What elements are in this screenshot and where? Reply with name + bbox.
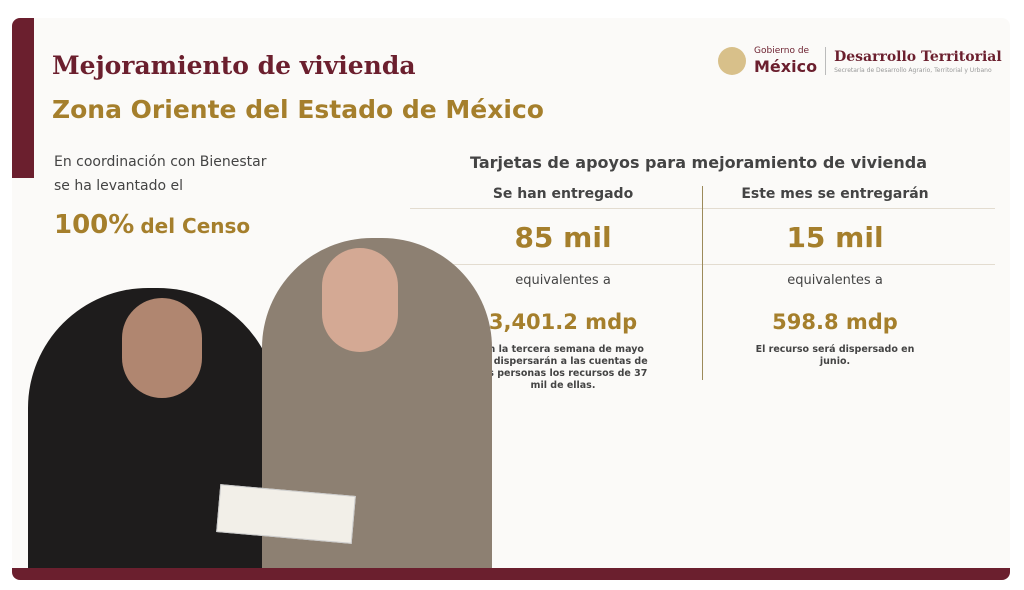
face: [122, 298, 202, 398]
cards-heading: Tarjetas de apoyos para mejoramiento de …: [470, 153, 928, 172]
censo-label: del Censo: [140, 214, 251, 238]
seal-icon: [718, 47, 746, 75]
coordination-text: En coordinación con Bienestar se ha levan…: [54, 150, 267, 198]
censo-stat: 100% del Censo: [54, 208, 250, 245]
column-number: 15 mil: [786, 221, 884, 254]
delivered-column: Se han entregado 85 mil equivalentes a 3…: [428, 184, 698, 392]
column-divider: [702, 186, 703, 380]
column-label: Este mes se entregarán: [741, 186, 929, 202]
slide: Mejoramiento de vivienda Zona Oriente de…: [12, 18, 1010, 580]
upcoming-column: Este mes se entregarán 15 mil equivalent…: [700, 184, 970, 368]
column-equiv: equivalentes a: [515, 273, 611, 288]
gobierno-logo: Gobierno de México Desarrollo Territorial…: [718, 46, 1002, 76]
logo-line2: México: [754, 57, 818, 76]
censo-percent: 100%: [54, 210, 135, 240]
column-amount: 3,401.2 mdp: [488, 310, 638, 334]
coord-line1: En coordinación con Bienestar: [54, 154, 267, 170]
slide-title: Mejoramiento de vivienda: [52, 51, 416, 80]
dept-name: Desarrollo Territorial: [834, 48, 1002, 65]
photo: [22, 228, 492, 570]
logo-divider: [825, 47, 827, 75]
column-amount: 598.8 mdp: [772, 310, 898, 334]
bottom-bar: [12, 568, 1010, 580]
slide-subtitle: Zona Oriente del Estado de México: [52, 95, 544, 124]
column-number: 85 mil: [514, 221, 612, 254]
logo-line1: Gobierno de: [754, 46, 810, 56]
column-note: En la tercera semana de mayo se dispersa…: [478, 344, 648, 391]
dept-sub: Secretaría de Desarrollo Agrario, Territ…: [834, 66, 992, 74]
column-equiv: equivalentes a: [787, 273, 883, 288]
accent-bar: [12, 18, 34, 178]
coord-line2: se ha levantado el: [54, 178, 183, 194]
face: [322, 248, 398, 352]
column-note: El recurso será dispersado en junio.: [755, 344, 915, 367]
column-label: Se han entregado: [492, 186, 634, 202]
